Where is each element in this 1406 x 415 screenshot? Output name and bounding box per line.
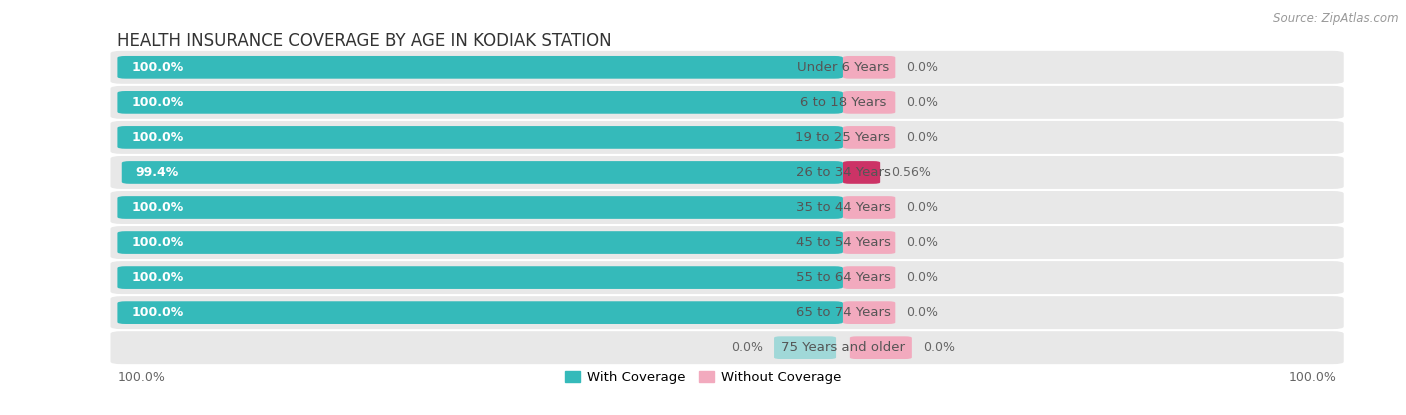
- FancyBboxPatch shape: [844, 231, 896, 254]
- FancyBboxPatch shape: [117, 231, 844, 254]
- FancyBboxPatch shape: [111, 226, 1344, 259]
- Text: Under 6 Years: Under 6 Years: [797, 61, 889, 74]
- FancyBboxPatch shape: [117, 266, 844, 289]
- FancyBboxPatch shape: [117, 196, 844, 219]
- Text: 100.0%: 100.0%: [131, 61, 183, 74]
- Text: 100.0%: 100.0%: [1289, 371, 1337, 384]
- FancyBboxPatch shape: [844, 161, 880, 184]
- FancyBboxPatch shape: [844, 56, 896, 79]
- FancyBboxPatch shape: [844, 196, 896, 219]
- Text: 6 to 18 Years: 6 to 18 Years: [800, 96, 886, 109]
- FancyBboxPatch shape: [111, 191, 1344, 224]
- FancyBboxPatch shape: [117, 56, 844, 79]
- FancyBboxPatch shape: [117, 91, 844, 114]
- FancyBboxPatch shape: [111, 156, 1344, 189]
- FancyBboxPatch shape: [117, 301, 844, 324]
- FancyBboxPatch shape: [122, 161, 844, 184]
- Text: 0.0%: 0.0%: [907, 306, 938, 319]
- Legend: With Coverage, Without Coverage: With Coverage, Without Coverage: [565, 371, 841, 384]
- Text: 0.0%: 0.0%: [907, 96, 938, 109]
- FancyBboxPatch shape: [844, 301, 896, 324]
- FancyBboxPatch shape: [844, 91, 896, 114]
- Text: 100.0%: 100.0%: [131, 236, 183, 249]
- Text: 0.0%: 0.0%: [731, 341, 763, 354]
- FancyBboxPatch shape: [117, 126, 844, 149]
- FancyBboxPatch shape: [111, 296, 1344, 329]
- FancyBboxPatch shape: [111, 121, 1344, 154]
- Text: 100.0%: 100.0%: [131, 131, 183, 144]
- Text: Source: ZipAtlas.com: Source: ZipAtlas.com: [1274, 12, 1399, 25]
- Text: 35 to 44 Years: 35 to 44 Years: [796, 201, 890, 214]
- FancyBboxPatch shape: [111, 86, 1344, 119]
- Text: 0.0%: 0.0%: [907, 61, 938, 74]
- FancyBboxPatch shape: [111, 261, 1344, 294]
- Text: 26 to 34 Years: 26 to 34 Years: [796, 166, 890, 179]
- Text: 0.0%: 0.0%: [907, 201, 938, 214]
- Text: 100.0%: 100.0%: [118, 371, 166, 384]
- Text: 75 Years and older: 75 Years and older: [780, 341, 905, 354]
- Text: 0.0%: 0.0%: [907, 236, 938, 249]
- FancyBboxPatch shape: [844, 266, 896, 289]
- Text: 65 to 74 Years: 65 to 74 Years: [796, 306, 890, 319]
- Text: 55 to 64 Years: 55 to 64 Years: [796, 271, 890, 284]
- Text: 99.4%: 99.4%: [135, 166, 179, 179]
- Text: 0.0%: 0.0%: [907, 131, 938, 144]
- FancyBboxPatch shape: [111, 51, 1344, 84]
- Text: 100.0%: 100.0%: [131, 96, 183, 109]
- Text: 0.56%: 0.56%: [891, 166, 931, 179]
- FancyBboxPatch shape: [775, 336, 837, 359]
- FancyBboxPatch shape: [849, 336, 912, 359]
- Text: HEALTH INSURANCE COVERAGE BY AGE IN KODIAK STATION: HEALTH INSURANCE COVERAGE BY AGE IN KODI…: [118, 32, 612, 50]
- FancyBboxPatch shape: [111, 331, 1344, 364]
- Text: 100.0%: 100.0%: [131, 306, 183, 319]
- Text: 100.0%: 100.0%: [131, 201, 183, 214]
- Text: 19 to 25 Years: 19 to 25 Years: [796, 131, 890, 144]
- FancyBboxPatch shape: [844, 126, 896, 149]
- Text: 45 to 54 Years: 45 to 54 Years: [796, 236, 890, 249]
- Text: 100.0%: 100.0%: [131, 271, 183, 284]
- Text: 0.0%: 0.0%: [922, 341, 955, 354]
- Text: 0.0%: 0.0%: [907, 271, 938, 284]
